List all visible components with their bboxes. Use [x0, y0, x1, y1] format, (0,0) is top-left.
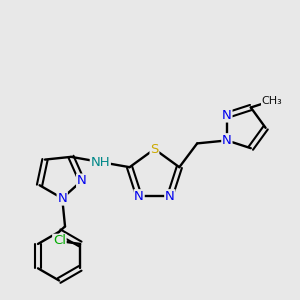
Text: NH: NH: [91, 155, 110, 169]
Text: N: N: [134, 190, 144, 203]
Text: CH₃: CH₃: [262, 96, 282, 106]
Text: N: N: [165, 190, 175, 203]
Text: N: N: [57, 192, 67, 205]
Text: N: N: [77, 174, 87, 187]
Text: N: N: [222, 109, 232, 122]
Text: N: N: [222, 134, 232, 147]
Text: S: S: [150, 142, 159, 156]
Text: Cl: Cl: [53, 235, 66, 248]
